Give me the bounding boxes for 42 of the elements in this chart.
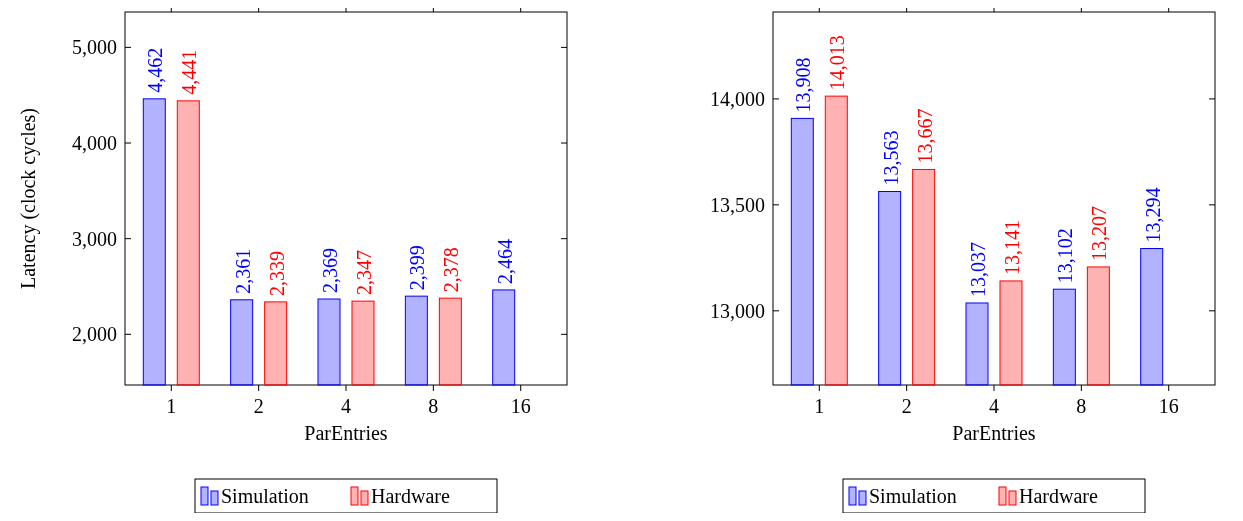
y-tick-label: 5,000: [72, 36, 117, 59]
data-label: 2,399: [406, 245, 429, 291]
data-label: 13,141: [1001, 219, 1023, 275]
data-label: 13,563: [879, 130, 902, 186]
data-label: 2,339: [265, 250, 288, 296]
x-tick-label: 16: [510, 395, 531, 417]
x-tick-label: 4: [341, 395, 351, 417]
y-tick-label: 13,000: [710, 299, 765, 322]
data-label: 4,462: [144, 47, 167, 93]
x-axis-title: ParEntries: [952, 422, 1036, 444]
data-label: 2,464: [493, 238, 516, 284]
y-tick-label: 13,500: [710, 193, 765, 216]
y-tick-label: 14,000: [710, 87, 765, 110]
data-label: 14,013: [826, 35, 849, 91]
data-label: 4,441: [178, 49, 201, 95]
legend-label: Hardware: [371, 485, 450, 507]
x-tick-label: 2: [901, 395, 912, 417]
x-tick-label: 16: [1158, 395, 1179, 417]
data-label: 13,102: [1054, 228, 1077, 284]
data-label: 2,361: [231, 248, 254, 294]
legend-label: Hardware: [1019, 485, 1098, 507]
y-axis-title: Latency (clock cycles): [17, 107, 40, 290]
y-tick-label: 2,000: [72, 323, 117, 346]
data-label: 13,908: [792, 57, 815, 113]
data-label: 2,369: [319, 248, 341, 294]
data-label: 2,347: [353, 250, 375, 296]
y-tick-label: 4,000: [72, 132, 117, 155]
data-label: 13,667: [913, 108, 936, 164]
y-tick-label: 3,000: [72, 227, 117, 250]
x-tick-label: 1: [166, 395, 177, 417]
data-label: 13,207: [1088, 205, 1111, 261]
data-label: 2,378: [440, 247, 463, 293]
x-tick-label: 1: [814, 395, 825, 417]
x-tick-label: 2: [253, 395, 264, 417]
x-tick-label: 8: [1076, 395, 1087, 417]
legend-label: Simulation: [869, 485, 957, 507]
x-axis-title: ParEntries: [304, 422, 388, 444]
data-label: 13,294: [1141, 187, 1164, 243]
x-tick-label: 4: [989, 395, 999, 417]
data-label: 13,037: [967, 241, 989, 297]
legend-label: Simulation: [221, 485, 309, 507]
x-tick-label: 8: [428, 395, 439, 417]
